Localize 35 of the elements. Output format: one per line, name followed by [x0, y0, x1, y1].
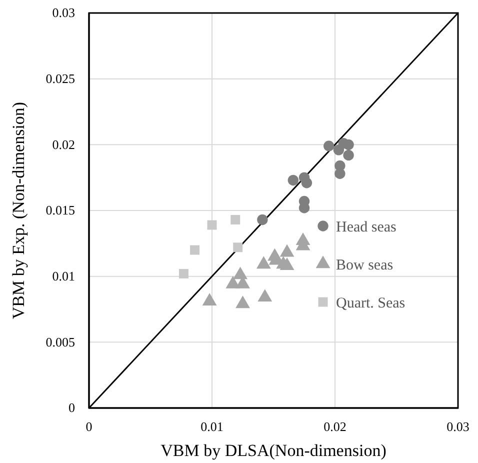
point	[258, 289, 272, 302]
y-axis-title: VBM by Exp. (Non-dimension)	[9, 102, 28, 320]
y-tick-label: 0.015	[46, 202, 75, 218]
point	[256, 256, 271, 269]
point	[257, 214, 268, 226]
legend-label: Quart. Seas	[336, 295, 406, 312]
point	[280, 244, 294, 257]
x-tick-label: 0.03	[446, 419, 470, 434]
legend-label: Head seas	[336, 219, 397, 236]
point	[202, 293, 217, 306]
y-tick-label: 0.01	[52, 268, 75, 284]
point	[343, 139, 354, 150]
point	[334, 168, 346, 179]
x-tick-label: 0	[86, 419, 92, 434]
legend-label: Bow seas	[336, 257, 394, 274]
x-tick-label: 0.01	[200, 419, 224, 434]
point	[207, 220, 217, 230]
x-axis-title: VBM by DLSA(Non-dimension)	[160, 441, 386, 460]
point	[236, 296, 250, 308]
point	[190, 245, 200, 255]
point	[230, 214, 240, 224]
point	[233, 242, 243, 252]
y-tick-label: 0	[68, 400, 75, 416]
y-tick-label: 0.03	[52, 5, 75, 20]
point	[233, 266, 248, 280]
point	[343, 150, 354, 161]
y-tick-label: 0.02	[52, 136, 75, 152]
point	[301, 178, 312, 188]
point	[226, 276, 240, 288]
y-tick-label: 0.025	[46, 70, 75, 86]
x-tick-label: 0.02	[324, 419, 346, 434]
point	[288, 174, 299, 186]
point	[280, 257, 294, 270]
y-tick-label: 0.005	[46, 334, 75, 350]
point	[324, 140, 334, 152]
